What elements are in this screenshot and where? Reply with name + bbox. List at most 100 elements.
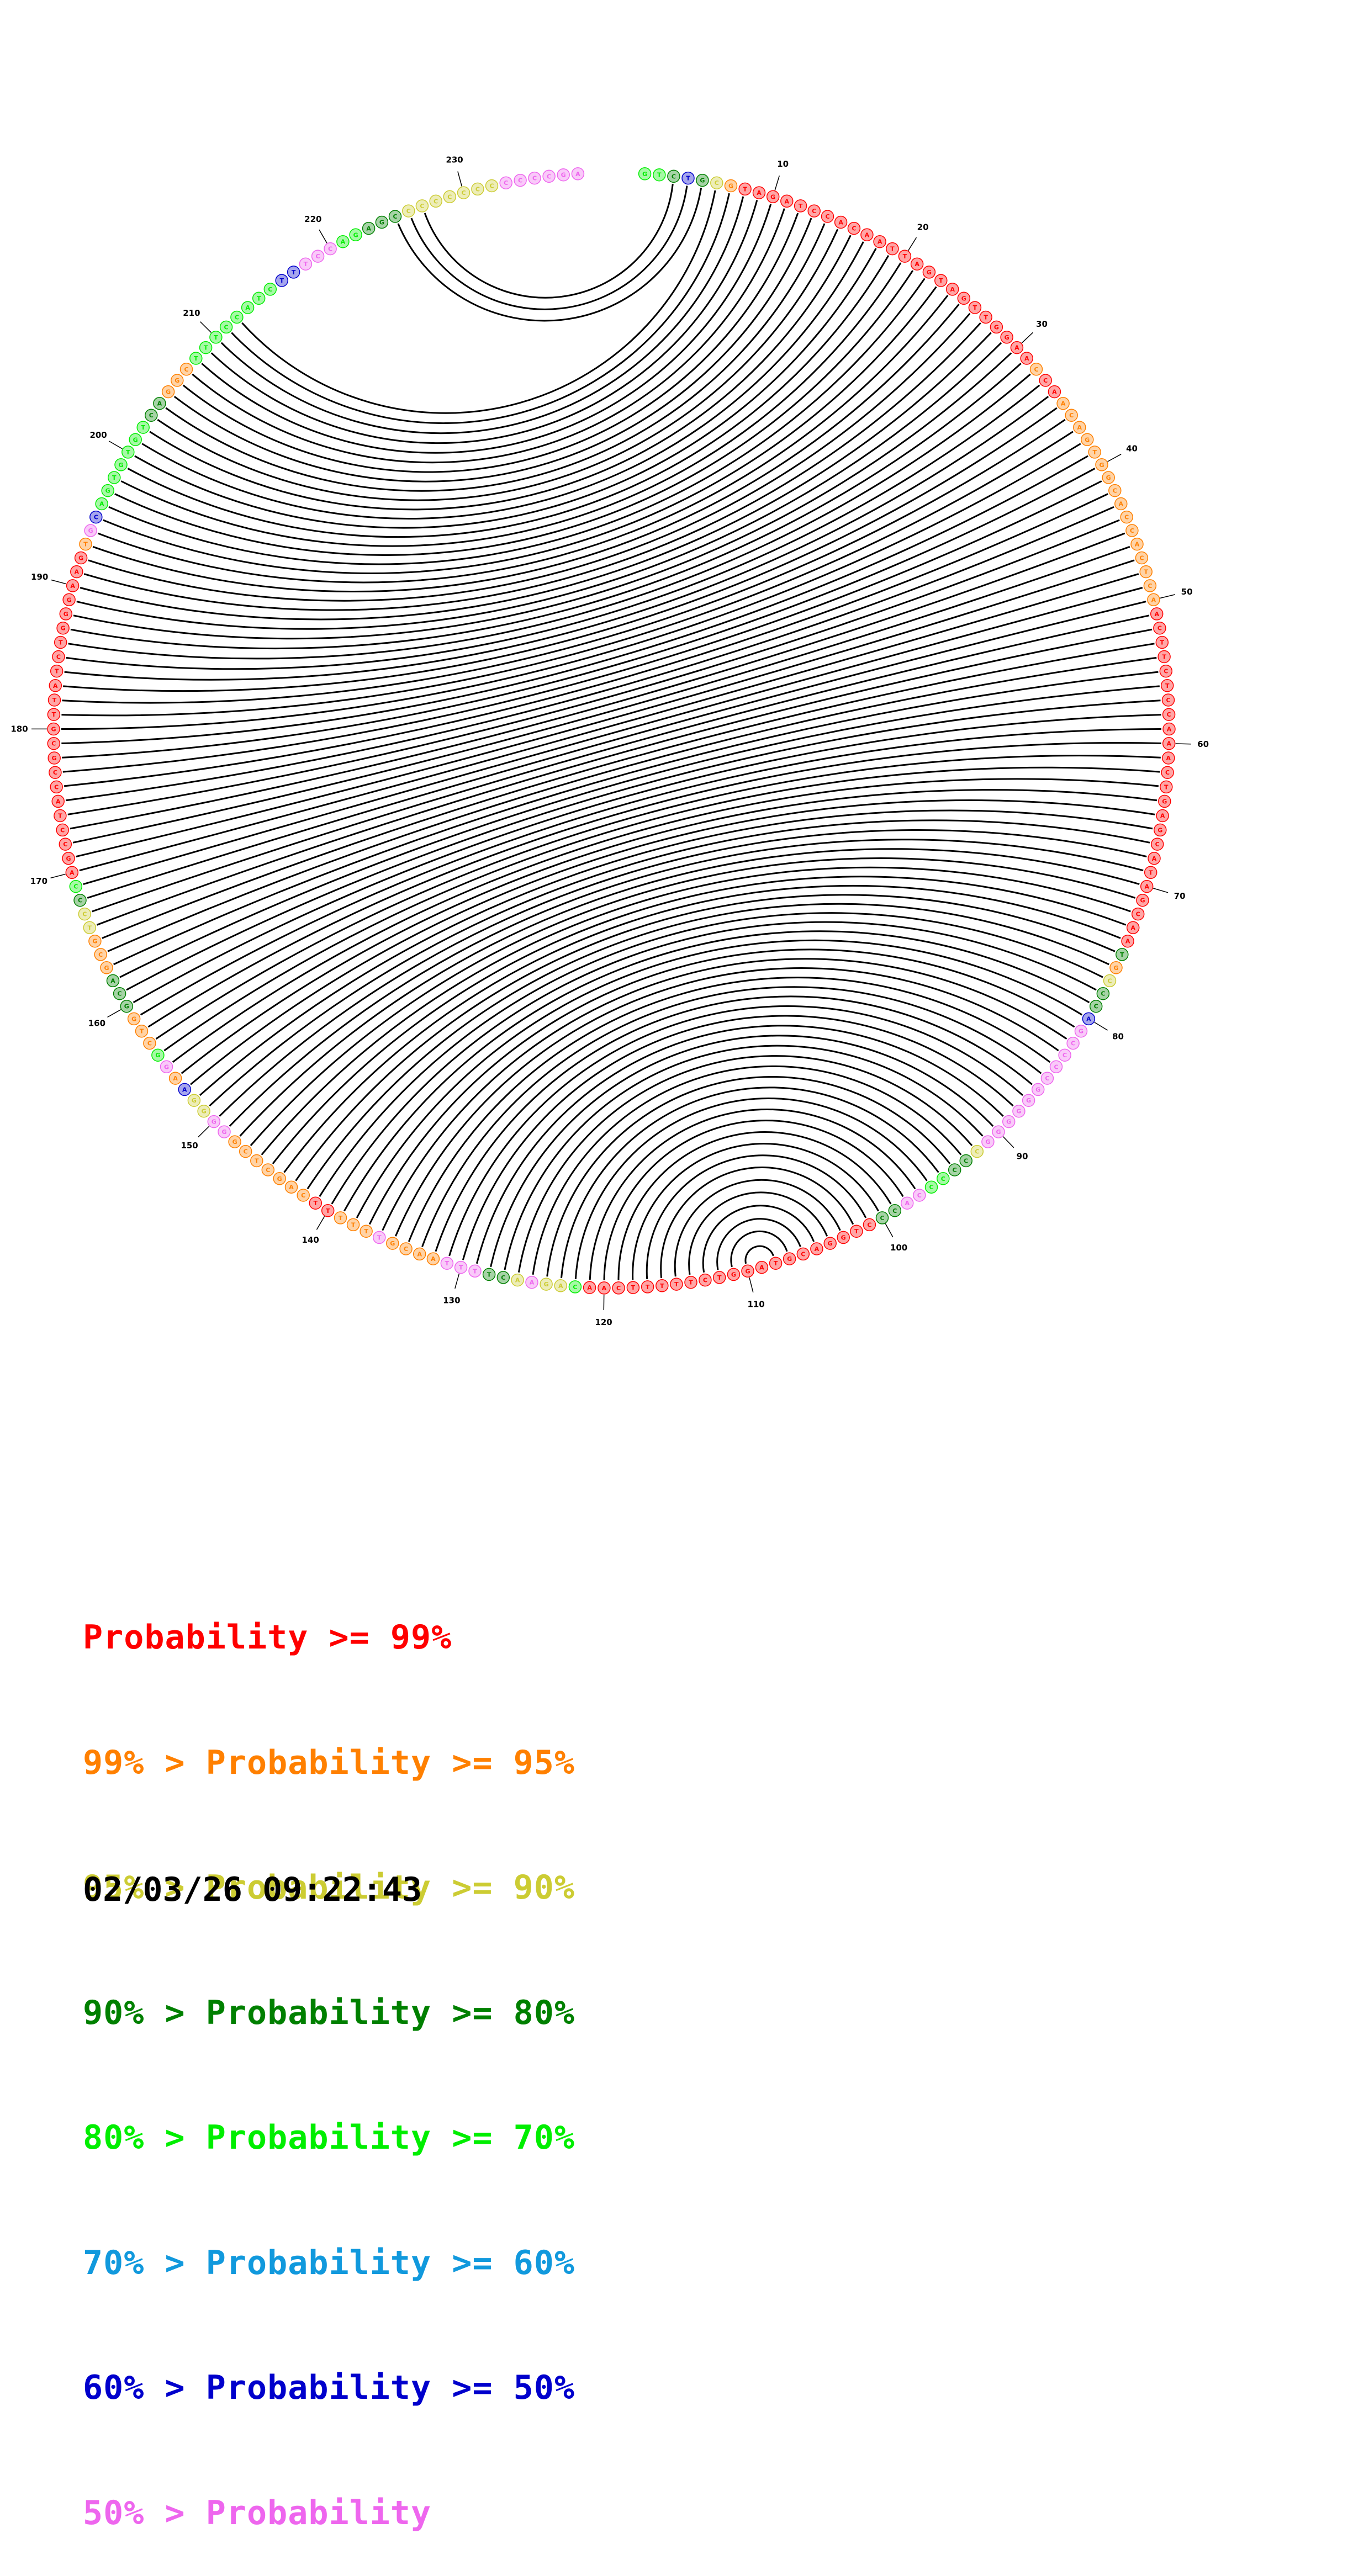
tick-label: 130 [443, 1295, 460, 1305]
nucleotide: C [1104, 974, 1116, 987]
svg-text:T: T [717, 1274, 722, 1281]
nucleotide: G [152, 1049, 164, 1061]
nucleotide: C [1050, 1061, 1063, 1073]
legend-row-low: 50% > Probability [83, 2493, 575, 2535]
svg-text:T: T [52, 697, 57, 704]
nucleotide: C [262, 1164, 274, 1176]
svg-text:T: T [88, 924, 92, 931]
svg-text:T: T [689, 1279, 693, 1286]
nucleotide: T [55, 637, 67, 649]
svg-text:A: A [1077, 424, 1082, 431]
nucleotide: C [430, 195, 442, 207]
nucleotide: G [171, 374, 183, 386]
svg-text:C: C [51, 740, 56, 748]
base-pair-arc [142, 242, 863, 519]
svg-text:G: G [104, 964, 109, 972]
svg-text:C: C [98, 951, 103, 958]
svg-text:A: A [915, 261, 919, 268]
nucleotide: G [62, 852, 75, 865]
base-pair-arc [84, 323, 981, 610]
nucleotide: A [49, 680, 61, 692]
svg-text:C: C [434, 198, 438, 205]
nucleotide: C [848, 222, 860, 235]
svg-text:A: A [759, 1264, 764, 1271]
svg-text:A: A [1135, 541, 1140, 548]
nucleotide: T [137, 421, 149, 433]
nucleotide: A [242, 301, 254, 314]
nucleotide: A [1163, 723, 1175, 735]
svg-text:G: G [996, 1128, 1001, 1136]
svg-text:T: T [1149, 869, 1153, 876]
nucleotide: A [911, 258, 923, 270]
nucleotide: A [363, 222, 375, 235]
nucleotide: C [913, 1189, 926, 1201]
svg-text:G: G [67, 596, 72, 603]
nucleotide: G [218, 1126, 230, 1138]
svg-text:A: A [587, 1284, 592, 1291]
base-pair-arc [141, 729, 1161, 1015]
svg-text:G: G [1157, 826, 1162, 834]
svg-text:C: C [118, 990, 122, 998]
nucleotide: T [980, 311, 992, 324]
base-pair-arc [477, 1026, 1003, 1264]
nucleotide: G [1137, 894, 1149, 907]
svg-text:G: G [52, 755, 57, 762]
nucleotide: A [71, 566, 83, 578]
nucleotide: T [51, 665, 63, 677]
svg-text:G: G [828, 1240, 833, 1247]
svg-text:A: A [1024, 355, 1029, 362]
svg-text:A: A [558, 1282, 563, 1290]
nucleotide: A [67, 580, 79, 592]
base-pair-arc [120, 686, 1160, 977]
tick-mark [316, 1216, 324, 1229]
nucleotide: T [455, 1262, 467, 1274]
nucleotide: G [992, 1126, 1005, 1138]
svg-text:C: C [1071, 1040, 1075, 1047]
svg-text:G: G [1106, 474, 1111, 481]
nucleotide: C [1135, 552, 1148, 564]
svg-text:T: T [631, 1284, 636, 1291]
base-pair-arc [108, 658, 1156, 951]
nucleotide: A [1057, 397, 1069, 410]
svg-text:C: C [316, 253, 320, 260]
svg-text:A: A [417, 1250, 422, 1258]
nucleotide: C [699, 1274, 711, 1286]
nucleotide: G [1110, 962, 1122, 974]
nucleotide: C [47, 738, 60, 750]
nucleotide: G [120, 1000, 133, 1013]
nucleotide: C [90, 511, 102, 523]
tick-label: 90 [1017, 1152, 1028, 1162]
nucleotide: A [107, 974, 119, 987]
svg-text:A: A [56, 798, 61, 805]
nucleotide: G [1032, 1083, 1044, 1095]
svg-text:C: C [1069, 412, 1074, 419]
svg-text:T: T [326, 1207, 330, 1215]
nucleotide: A [811, 1243, 823, 1255]
svg-text:T: T [292, 269, 296, 276]
svg-text:C: C [892, 1207, 897, 1215]
svg-text:A: A [815, 1245, 820, 1253]
svg-text:A: A [99, 501, 104, 508]
nucleotide: A [96, 498, 108, 510]
svg-text:G: G [88, 527, 93, 534]
nucleotide: T [200, 342, 212, 354]
svg-text:T: T [854, 1228, 859, 1235]
svg-text:C: C [573, 1284, 577, 1291]
nucleotide: T [190, 352, 202, 364]
nucleotide: T [656, 1280, 668, 1292]
svg-text:T: T [660, 1282, 664, 1290]
base-pair-arc [398, 188, 701, 321]
tick-mark [51, 580, 66, 584]
nucleotide: T [1158, 651, 1170, 663]
nucleotide: T [322, 1205, 334, 1217]
nucleotide: G [1003, 1116, 1015, 1128]
nucleotide: C [52, 651, 65, 663]
svg-text:C: C [547, 173, 551, 180]
svg-text:C: C [1045, 1075, 1049, 1082]
nucleotide: G [75, 552, 87, 564]
svg-text:T: T [58, 813, 62, 820]
nucleotide: C [863, 1218, 875, 1231]
svg-text:T: T [1160, 639, 1165, 646]
nucleotide: C [543, 170, 555, 182]
nucleotide: C [324, 243, 336, 255]
